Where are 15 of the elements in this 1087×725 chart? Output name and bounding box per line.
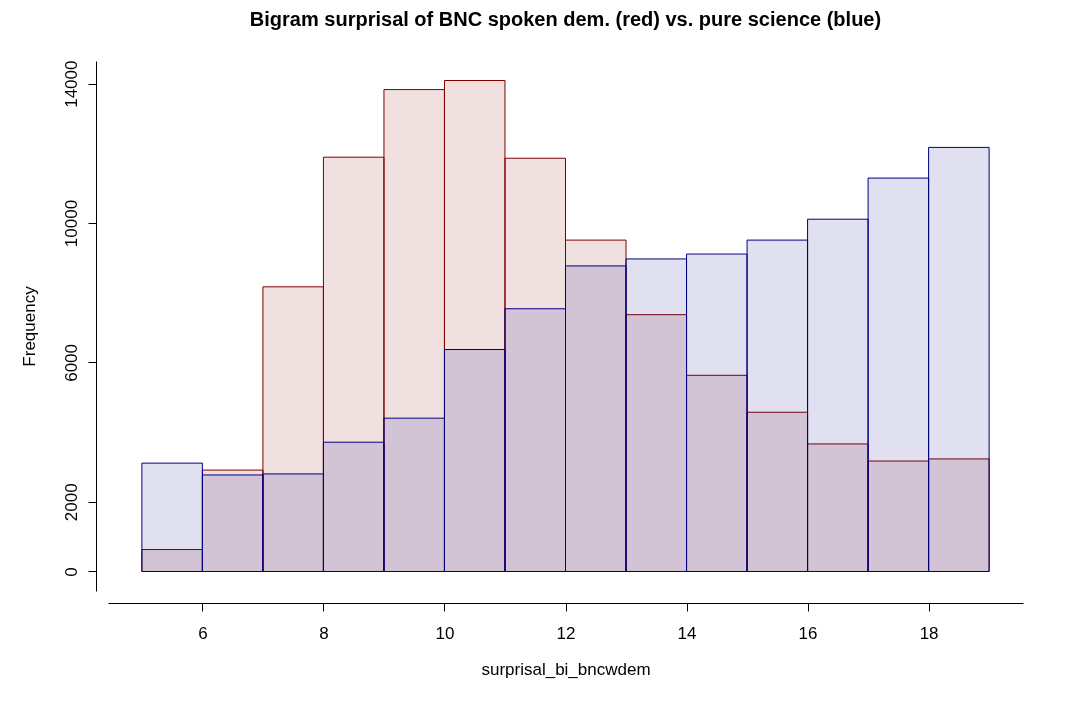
chart-title: Bigram surprisal of BNC spoken dem. (red) vs. pure science (blue) (249, 8, 882, 31)
y-tick-label: 10000 (61, 199, 81, 248)
x-tick-label: 16 (798, 623, 818, 643)
x-tick-label: 6 (198, 623, 208, 643)
y-tick-label: 0 (61, 567, 81, 577)
x-tick-label: 8 (319, 623, 329, 643)
y-axis-title: Frequency (19, 285, 39, 367)
y-tick-label: 2000 (61, 483, 81, 522)
y-tick-label: 14000 (61, 60, 81, 108)
x-tick-label: 14 (677, 623, 697, 643)
x-axis-title: surprisal_bi_bncwdem (481, 659, 651, 679)
x-tick-label: 12 (556, 623, 576, 643)
y-tick-label: 6000 (61, 344, 81, 382)
x-tick-label: 10 (435, 623, 455, 643)
x-tick-label: 18 (919, 623, 939, 643)
